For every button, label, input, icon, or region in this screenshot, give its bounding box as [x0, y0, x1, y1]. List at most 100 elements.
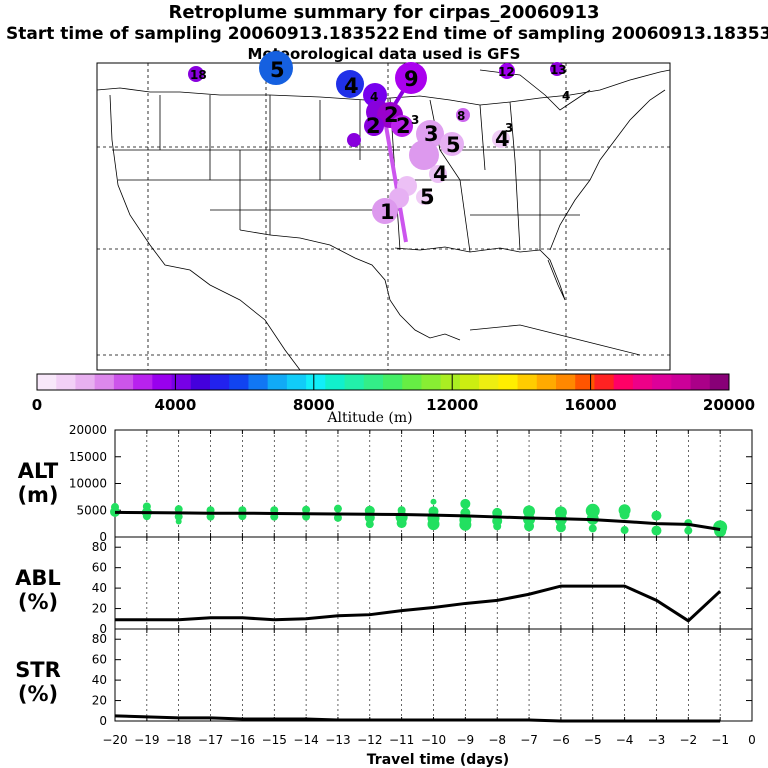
y-tick-label: 0	[99, 714, 107, 728]
colorbar-swatch	[56, 374, 76, 390]
colorbar-swatch	[632, 374, 653, 390]
x-tick-label: −2	[679, 733, 697, 747]
y-tick-label: 80	[92, 632, 107, 646]
colorbar-swatch	[37, 374, 57, 390]
x-tick-label: −10	[421, 733, 446, 747]
start-time: Start time of sampling 20060913.183522	[6, 24, 400, 44]
colorbar-swatch	[479, 374, 499, 390]
scatter-point	[493, 522, 502, 531]
colorbar-swatch	[671, 374, 692, 390]
plume-day-label: 4	[344, 74, 359, 98]
x-tick-label: −4	[616, 733, 634, 747]
plume-markers	[188, 51, 564, 224]
colorbar-label: Altitude (m)	[326, 410, 412, 426]
scatter-point	[714, 525, 727, 538]
scatter-point	[427, 518, 440, 531]
x-tick-label: −1	[711, 733, 729, 747]
map-outline	[96, 69, 671, 371]
colorbar-swatch	[286, 374, 307, 390]
colorbar-swatch	[171, 374, 192, 390]
plume-day-label: 2	[366, 114, 381, 138]
scatter-point	[174, 505, 183, 514]
colorbar-swatch	[133, 374, 153, 390]
x-tick-label: −11	[389, 733, 414, 747]
x-tick-label: −5	[584, 733, 602, 747]
y-tick-label: 20	[92, 694, 107, 708]
plume-circle	[429, 165, 447, 183]
y-tick-label: 15000	[69, 450, 107, 464]
y-tick-label: 5000	[76, 503, 107, 517]
scatter-point	[430, 498, 437, 505]
colorbar-swatch	[690, 374, 711, 390]
scatter-point	[175, 518, 182, 525]
colorbar-swatch	[152, 374, 173, 390]
colorbar-ticks: 0 4000 8000 12000 16000 20000	[32, 374, 755, 414]
panel-unit: (%)	[18, 590, 58, 614]
plume-circle	[409, 140, 439, 170]
panel-label: STR	[15, 658, 61, 682]
plume-day-label: 4	[433, 162, 448, 186]
x-tick-label: 0	[748, 733, 756, 747]
panel-label: ABL	[15, 566, 61, 590]
colorbar-swatch	[536, 374, 557, 390]
plume-day-label: 3	[424, 122, 439, 146]
plume-day-label: 5	[420, 185, 435, 209]
colorbar-swatch	[459, 374, 480, 390]
plume-day-label: 9	[404, 67, 419, 91]
colorbar-swatch	[594, 374, 615, 390]
x-tick-label: −7	[520, 733, 538, 747]
scatter-point	[684, 526, 693, 535]
plume-circle	[440, 132, 464, 156]
y-tick-label: 60	[92, 653, 107, 667]
y-tick-label: 40	[92, 673, 107, 687]
plume-day-label: 2	[384, 103, 399, 127]
series-line	[114, 714, 721, 723]
plume-labels: 5 18 9 4 12 13 4 3 3 5 4 4 5 1 2 2 3 2 8…	[190, 58, 570, 224]
scatter-point	[302, 505, 311, 514]
x-axis-label: Travel time (days)	[367, 752, 509, 768]
plume-day-label: 1	[380, 200, 395, 224]
plume-day-label: 12	[498, 65, 515, 79]
x-tick-label: −19	[134, 733, 159, 747]
scatter-point	[333, 513, 342, 522]
scatter-point	[588, 524, 597, 533]
plume-day-label: 5	[270, 58, 285, 82]
colorbar-swatch	[94, 374, 115, 390]
plume-day-label: 2	[396, 114, 411, 138]
scatter-point	[620, 526, 629, 535]
x-tick-label: −3	[648, 733, 666, 747]
colorbar-swatch	[75, 374, 96, 390]
y-tick-label: 20000	[69, 423, 107, 437]
scatter-point	[619, 509, 630, 520]
series-line	[114, 510, 721, 531]
scatter-point	[396, 518, 407, 529]
colorbar-tick-label: 0	[32, 396, 42, 414]
colorbar-swatch	[325, 374, 346, 390]
y-tick-label: 0	[99, 622, 107, 636]
plume-circle	[364, 116, 384, 136]
colorbar-swatch	[113, 374, 134, 390]
panel-abl: 0 20 40 60 80 ABL(%)	[15, 536, 753, 636]
colorbar-tick-label: 12000	[426, 396, 478, 414]
colorbar-swatch	[498, 374, 519, 390]
colorbar-tick-label: 8000	[293, 396, 335, 414]
scatter-point	[333, 504, 342, 513]
x-tick-label: −17	[198, 733, 223, 747]
end-time: End time of sampling 20060913.183534	[402, 24, 768, 44]
scatter-point	[110, 506, 120, 517]
plume-circle	[391, 115, 413, 137]
plot-title: Retroplume summary for cirpas_20060913	[168, 2, 600, 23]
met-data: Meteorological data used is GFS	[247, 45, 521, 63]
x-tick-label: −13	[325, 733, 350, 747]
colorbar-frame	[36, 373, 730, 391]
colorbar-swatch	[556, 374, 576, 390]
y-tick-label: 10000	[69, 477, 107, 491]
plume-circle	[416, 189, 432, 205]
plume-circle	[395, 62, 427, 94]
timeseries-panels: 05000100001500020000ALT(m)020406080ABL(%…	[15, 423, 756, 768]
plume-circle	[550, 62, 564, 76]
colorbar-swatch	[517, 374, 538, 390]
x-tick-label: −6	[552, 733, 570, 747]
plume-circle	[259, 51, 293, 85]
